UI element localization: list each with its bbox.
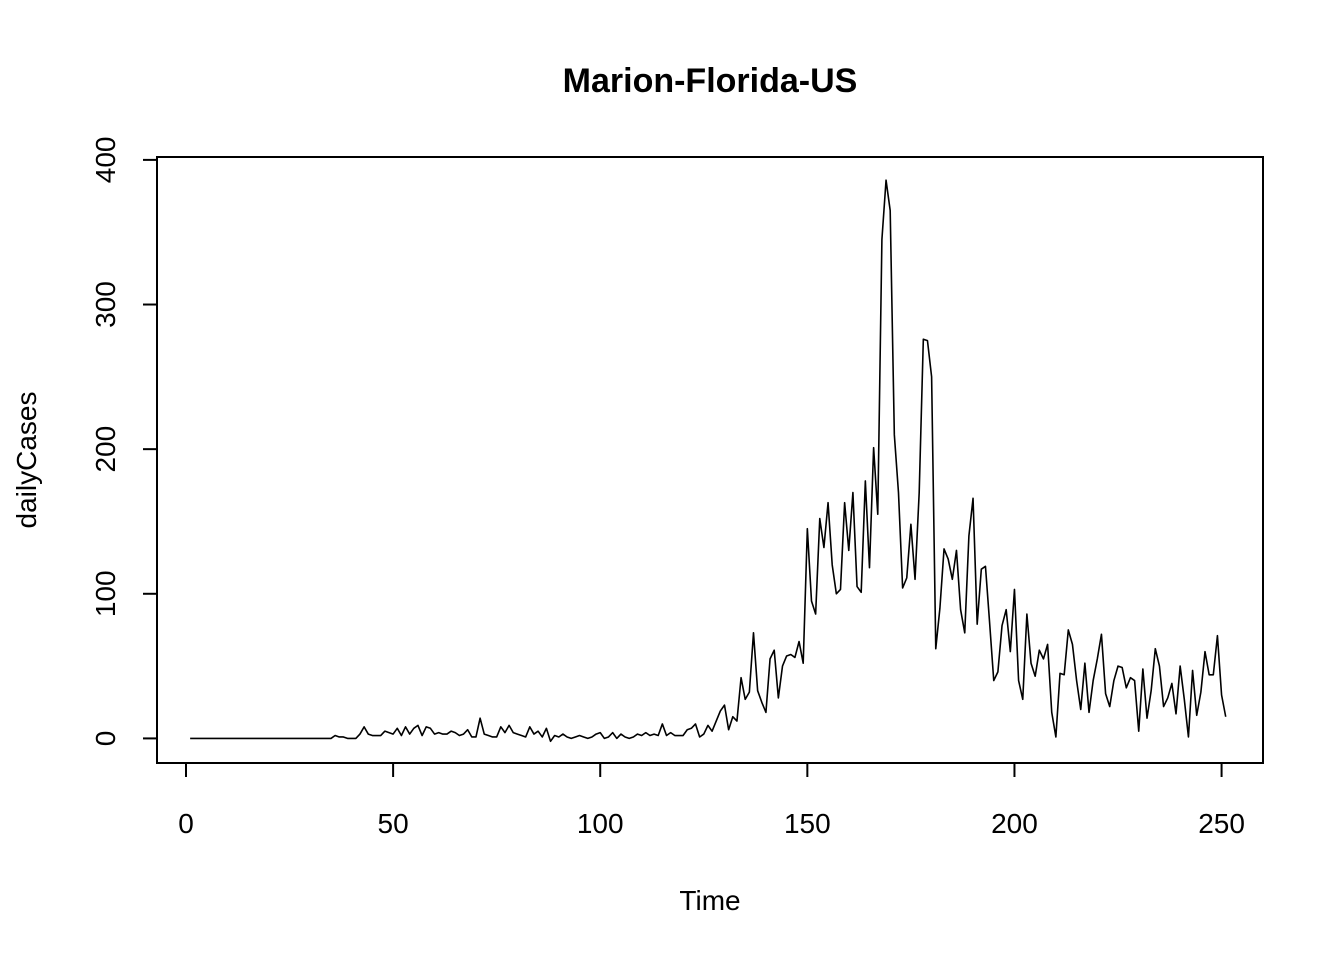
x-tick-label: 250 [1198,808,1245,839]
x-tick-label: 150 [784,808,831,839]
chart-title: Marion-Florida-US [563,62,858,100]
x-axis: 0 50 100 150 200 250 [178,762,1245,839]
plot-frame [156,156,1264,764]
x-tick-label: 50 [378,808,409,839]
x-tick-label: 100 [577,808,624,839]
y-tick-label: 300 [90,281,121,328]
y-tick-label: 0 [90,731,121,747]
series-line [190,179,1227,743]
y-axis: 0 100 200 300 400 [90,137,158,747]
x-axis-label: Time [679,885,740,916]
x-tick-label: 0 [178,808,194,839]
y-tick-label: 200 [90,426,121,473]
x-tick-label: 200 [991,808,1038,839]
y-tick-label: 400 [90,137,121,184]
y-tick-label: 100 [90,570,121,617]
y-axis-label: dailyCases [11,392,42,529]
